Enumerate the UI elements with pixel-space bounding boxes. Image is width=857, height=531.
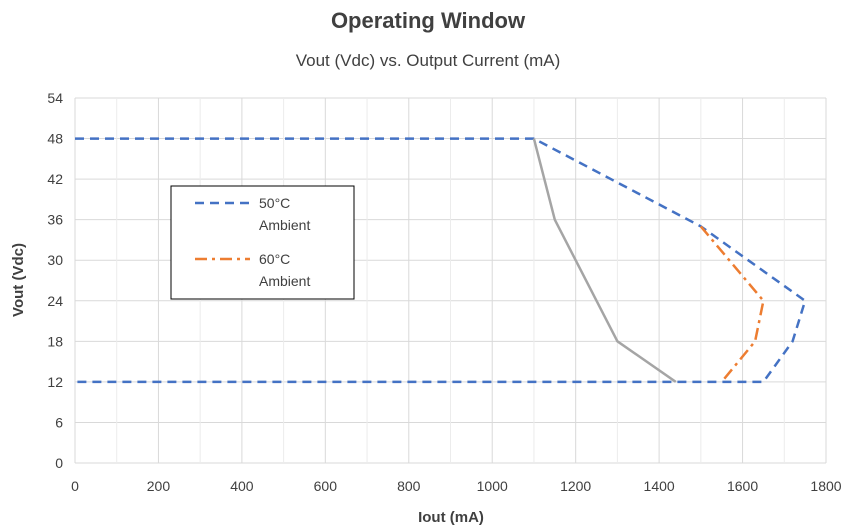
series-line-2	[532, 138, 677, 383]
chart-title: Operating Window	[331, 8, 526, 33]
y-tick-label: 24	[47, 293, 63, 309]
x-tick-label: 800	[397, 478, 421, 494]
legend: 50°C Ambient 60°C Ambient	[170, 185, 355, 300]
legend-label: 60°C Ambient	[259, 251, 310, 289]
y-tick-label: 6	[55, 414, 63, 430]
y-tick-label: 0	[55, 455, 63, 471]
legend-label-line: 60°C	[259, 251, 290, 267]
y-axis-title: Vout (Vdc)	[10, 243, 27, 317]
legend-label-line: Ambient	[259, 273, 310, 289]
y-tick-label: 48	[47, 131, 63, 147]
legend-box	[170, 185, 355, 300]
y-tick-label: 30	[47, 252, 63, 268]
y-tick-label: 42	[47, 171, 63, 187]
y-tick-label: 36	[47, 212, 63, 228]
legend-label-line: Ambient	[259, 217, 310, 233]
tick-labels: 0 6 12 18 24 30 36 42 48 54 0 200 400 600 800 1000 1200 1…	[47, 90, 841, 494]
legend-label-line: 50°C	[259, 195, 290, 211]
x-tick-label: 400	[230, 478, 254, 494]
series-lines	[75, 137, 807, 384]
y-tick-label: 12	[47, 374, 63, 390]
legend-label: 50°C Ambient	[259, 195, 310, 233]
x-tick-label: 1800	[810, 478, 841, 494]
x-tick-label: 0	[71, 478, 79, 494]
x-axis-title: Iout (mA)	[418, 509, 484, 526]
x-tick-label: 1400	[644, 478, 675, 494]
x-tick-label: 600	[314, 478, 338, 494]
x-tick-label: 1200	[560, 478, 591, 494]
x-tick-label: 200	[147, 478, 171, 494]
y-tick-label: 18	[47, 333, 63, 349]
x-tick-label: 1000	[477, 478, 508, 494]
series-line-1	[699, 225, 765, 383]
x-tick-label: 1600	[727, 478, 758, 494]
y-tick-label: 54	[47, 90, 63, 106]
chart-subtitle: Vout (Vdc) vs. Output Current (mA)	[296, 51, 561, 70]
